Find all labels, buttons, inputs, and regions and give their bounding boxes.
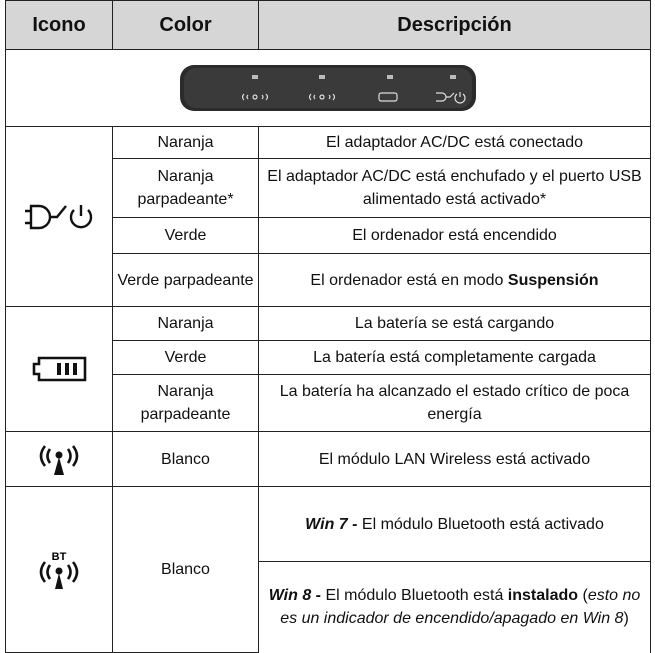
- color-cell: Naranja: [112, 126, 259, 159]
- image-row: [5, 49, 651, 127]
- description-cell: El adaptador AC/DC está conectado: [258, 126, 651, 159]
- description-text: El módulo Bluetooth está: [325, 587, 508, 605]
- power-icon: [25, 204, 93, 229]
- color-cell: Verde parpadeante: [112, 253, 259, 307]
- icon-cell: [5, 126, 113, 307]
- color-cell: Naranja: [112, 306, 259, 341]
- battery-icon: [32, 356, 87, 382]
- color-cell: Verde: [112, 217, 259, 254]
- color-cell: Naranja parpadeante*: [112, 158, 259, 218]
- description-bold: Suspensión: [507, 271, 599, 289]
- header-cell: Descripción: [258, 0, 651, 50]
- description-bold: instalado: [507, 587, 579, 605]
- description-text: El ordenador está en modo: [310, 271, 508, 289]
- description-italic: esto no es un indicador de encendido/apa…: [280, 587, 641, 628]
- description-cell: El módulo LAN Wireless está activado: [258, 431, 651, 487]
- header-cell: Color: [112, 0, 259, 50]
- description-os: Win 8 -: [268, 587, 326, 605]
- description-cell: El adaptador AC/DC está enchufado y el p…: [258, 158, 651, 218]
- icon-cell: [5, 431, 113, 487]
- description-cell: Win 8 - El módulo Bluetooth está instala…: [258, 561, 651, 653]
- icon-cell: BT: [5, 486, 113, 653]
- description-text: El ordenador está encendido: [352, 227, 557, 244]
- description-cell: Win 7 - El módulo Bluetooth está activad…: [258, 486, 651, 562]
- description-cell: La batería se está cargando: [258, 306, 651, 341]
- icon-cell: [5, 306, 113, 432]
- wireless-icon: [39, 445, 79, 475]
- description-text: El adaptador AC/DC está conectado: [325, 134, 584, 151]
- header-cell: Icono: [5, 0, 113, 50]
- color-cell: Naranja parpadeante: [112, 374, 259, 432]
- color-cell: Blanco: [112, 486, 259, 653]
- description-cell: El ordenador está en modo Suspensión: [258, 253, 651, 307]
- color-cell: Blanco: [112, 431, 259, 487]
- description-cell: La batería ha alcanzado el estado crític…: [258, 374, 651, 432]
- header-row: Icono Color Descripción: [5, 0, 651, 50]
- description-cell: El ordenador está encendido: [258, 217, 651, 254]
- description-os: Win 7 -: [305, 515, 362, 533]
- description-text: La batería está completamente cargada: [313, 349, 596, 366]
- image-cell: [5, 49, 651, 127]
- description-text: La batería se está cargando: [354, 315, 555, 332]
- led-panel-image: [180, 65, 476, 111]
- description-text: El adaptador AC/DC está enchufado y el p…: [267, 168, 642, 208]
- description-text: (: [578, 587, 588, 605]
- description-text: ): [623, 610, 629, 628]
- description-text: La batería ha alcanzado el estado crític…: [279, 383, 630, 423]
- description-text: El módulo Bluetooth está activado: [361, 515, 604, 533]
- svg-text:BT: BT: [52, 551, 67, 563]
- led-table: Icono Color Descripción Naranja El adapt…: [5, 0, 651, 653]
- description-text: El módulo LAN Wireless está activado: [318, 450, 591, 468]
- description-cell: La batería está completamente cargada: [258, 340, 651, 375]
- color-cell: Verde: [112, 340, 259, 375]
- bluetooth-icon: BT: [39, 551, 79, 589]
